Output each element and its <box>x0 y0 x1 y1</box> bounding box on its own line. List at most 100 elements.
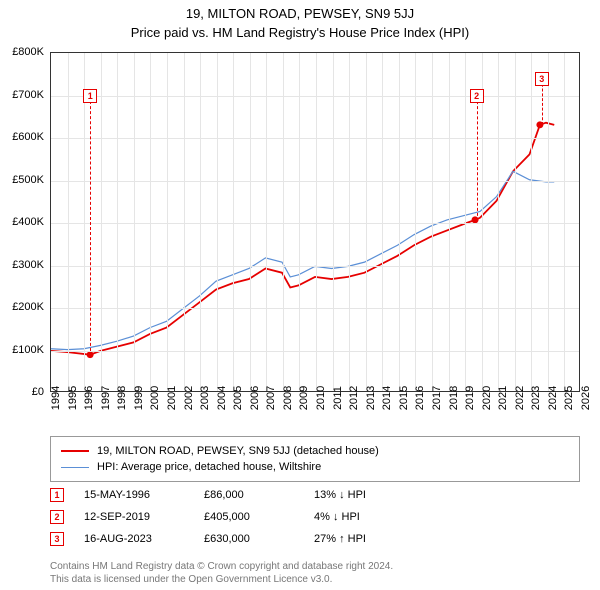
gridline-v <box>432 53 433 391</box>
gridline-h <box>51 138 579 139</box>
x-tick-label: 2014 <box>381 386 393 410</box>
gridline-v <box>184 53 185 391</box>
sale-row-marker: 3 <box>50 532 64 546</box>
sale-row-marker: 2 <box>50 510 64 524</box>
plot-area: 1 2 3 <box>50 52 580 392</box>
sale-row-price: £405,000 <box>204 511 294 523</box>
x-tick-label: 2017 <box>431 386 443 410</box>
x-tick-label: 2007 <box>265 386 277 410</box>
gridline-v <box>217 53 218 391</box>
x-tick-label: 2010 <box>315 386 327 410</box>
legend: 19, MILTON ROAD, PEWSEY, SN9 5JJ (detach… <box>50 436 580 482</box>
sale-row-pct: 27% ↑ HPI <box>314 533 414 545</box>
x-tick-label: 1995 <box>67 386 79 410</box>
y-tick-label: £600K <box>12 131 44 143</box>
x-axis: 1994199519961997199819992000200120022003… <box>50 394 580 434</box>
x-tick-label: 2016 <box>414 386 426 410</box>
gridline-h <box>51 351 579 352</box>
sale-row: 1 15-MAY-1996 £86,000 13% ↓ HPI <box>50 484 580 506</box>
x-tick-label: 2025 <box>563 386 575 410</box>
x-tick-label: 1999 <box>133 386 145 410</box>
footer-attribution: Contains HM Land Registry data © Crown c… <box>50 560 580 586</box>
gridline-v <box>68 53 69 391</box>
gridline-v <box>366 53 367 391</box>
gridline-v <box>84 53 85 391</box>
gridline-v <box>415 53 416 391</box>
sale-marker-box: 1 <box>83 89 97 103</box>
gridline-v <box>299 53 300 391</box>
gridline-v <box>449 53 450 391</box>
sale-row-date: 12-SEP-2019 <box>84 511 184 523</box>
legend-label: 19, MILTON ROAD, PEWSEY, SN9 5JJ (detach… <box>97 445 379 457</box>
sale-row-marker: 1 <box>50 488 64 502</box>
x-tick-label: 2012 <box>348 386 360 410</box>
sale-marker-box: 3 <box>535 72 549 86</box>
x-tick-label: 2002 <box>183 386 195 410</box>
sale-row-date: 15-MAY-1996 <box>84 489 184 501</box>
y-tick-label: £200K <box>12 301 44 313</box>
sale-row-price: £630,000 <box>204 533 294 545</box>
series-hpi <box>51 171 554 349</box>
gridline-h <box>51 266 579 267</box>
x-tick-label: 2022 <box>514 386 526 410</box>
sale-row: 316-AUG-2023£630,00027% ↑ HPI <box>50 528 580 550</box>
x-tick-label: 1998 <box>116 386 128 410</box>
footer-line-2: This data is licensed under the Open Gov… <box>50 573 580 586</box>
x-tick-label: 1994 <box>50 386 62 410</box>
x-tick-label: 2005 <box>232 386 244 410</box>
x-tick-label: 2015 <box>398 386 410 410</box>
chart-container: 19, MILTON ROAD, PEWSEY, SN9 5JJ Price p… <box>0 0 600 590</box>
gridline-v <box>117 53 118 391</box>
chart-subtitle: Price paid vs. HM Land Registry's House … <box>0 21 600 48</box>
sale-marker-line <box>477 96 478 221</box>
y-axis: £0£100K£200K£300K£400K£500K£600K£700K£80… <box>0 52 48 392</box>
gridline-v <box>382 53 383 391</box>
gridline-v <box>548 53 549 391</box>
gridline-v <box>233 53 234 391</box>
gridline-v <box>399 53 400 391</box>
gridline-v <box>564 53 565 391</box>
y-tick-label: £500K <box>12 174 44 186</box>
x-tick-label: 2009 <box>298 386 310 410</box>
x-tick-label: 2000 <box>149 386 161 410</box>
x-tick-label: 2006 <box>249 386 261 410</box>
sales-table: 1 15-MAY-1996 £86,000 13% ↓ HPI 2 12-SEP-2019… <box>50 484 580 550</box>
legend-item: HPI: Average price, detached house, Wilt… <box>61 459 569 475</box>
gridline-v <box>498 53 499 391</box>
gridline-v <box>150 53 151 391</box>
gridline-h <box>51 223 579 224</box>
x-tick-label: 2018 <box>448 386 460 410</box>
y-tick-label: £0 <box>32 386 44 398</box>
gridline-v <box>283 53 284 391</box>
gridline-v <box>101 53 102 391</box>
x-tick-label: 2003 <box>199 386 211 410</box>
plot-svg <box>51 53 579 391</box>
x-tick-label: 2004 <box>216 386 228 410</box>
gridline-h <box>51 181 579 182</box>
sale-marker-box: 2 <box>470 89 484 103</box>
x-tick-label: 2011 <box>332 386 344 410</box>
sale-row-pct: 4% ↓ HPI <box>314 511 414 523</box>
sale-marker-line <box>90 96 91 357</box>
sale-marker-line <box>542 79 543 126</box>
gridline-h <box>51 308 579 309</box>
sale-row-pct: 13% ↓ HPI <box>314 489 414 501</box>
gridline-v <box>200 53 201 391</box>
gridline-v <box>465 53 466 391</box>
gridline-v <box>333 53 334 391</box>
gridline-v <box>531 53 532 391</box>
x-tick-label: 2021 <box>497 386 509 410</box>
gridline-v <box>134 53 135 391</box>
sale-row-price: £86,000 <box>204 489 294 501</box>
x-tick-label: 2023 <box>530 386 542 410</box>
y-tick-label: £800K <box>12 46 44 58</box>
chart-title: 19, MILTON ROAD, PEWSEY, SN9 5JJ <box>0 0 600 21</box>
gridline-v <box>266 53 267 391</box>
y-tick-label: £300K <box>12 259 44 271</box>
gridline-v <box>316 53 317 391</box>
y-tick-label: £400K <box>12 216 44 228</box>
series-price_paid <box>51 123 554 355</box>
gridline-v <box>482 53 483 391</box>
gridline-v <box>167 53 168 391</box>
x-tick-label: 2020 <box>481 386 493 410</box>
